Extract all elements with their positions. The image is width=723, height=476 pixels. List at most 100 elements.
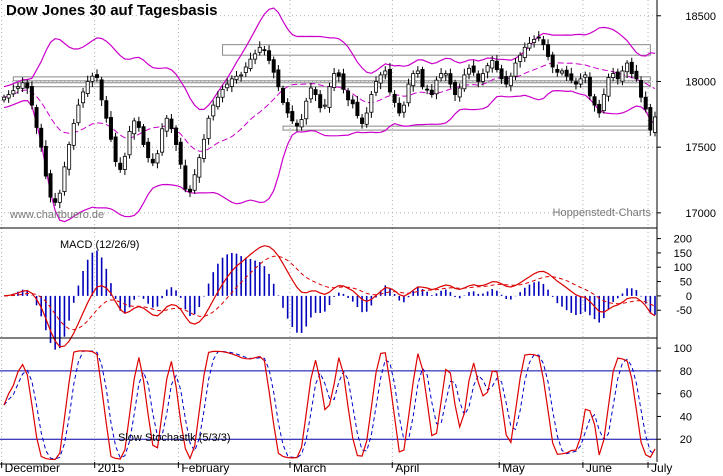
candle-body bbox=[206, 117, 211, 139]
candle-body bbox=[578, 78, 583, 85]
price-tick-label: 17000 bbox=[685, 208, 716, 220]
candle-body bbox=[271, 59, 276, 73]
candle-body bbox=[397, 102, 402, 114]
candle-body bbox=[225, 83, 230, 89]
candle-body bbox=[471, 65, 476, 73]
candle-body bbox=[522, 46, 527, 58]
candle-body bbox=[401, 104, 406, 113]
candle-body bbox=[480, 73, 485, 82]
candle-body bbox=[625, 62, 630, 73]
candle-body bbox=[113, 136, 118, 163]
candle-body bbox=[136, 121, 141, 128]
candle-body bbox=[425, 88, 430, 91]
candle-body bbox=[11, 90, 16, 95]
candle-body bbox=[304, 100, 309, 120]
candle-body bbox=[67, 144, 72, 170]
x-tick-label: February bbox=[181, 461, 229, 475]
candle-body bbox=[443, 73, 448, 76]
candle-body bbox=[643, 96, 648, 110]
candle-body bbox=[294, 122, 299, 127]
candle-body bbox=[253, 53, 258, 60]
price-box bbox=[12, 76, 651, 82]
candle-body bbox=[211, 104, 216, 117]
price-box bbox=[12, 82, 651, 88]
candle-body bbox=[57, 192, 62, 203]
candle-body bbox=[81, 91, 86, 104]
macd-tick-label: 100 bbox=[674, 262, 692, 274]
macd-tick-label: 150 bbox=[674, 248, 692, 260]
candle-body bbox=[532, 39, 537, 43]
candle-body bbox=[360, 117, 365, 124]
x-tick-label: July bbox=[651, 461, 672, 475]
candle-body bbox=[415, 70, 420, 74]
candle-body bbox=[25, 82, 30, 89]
candle-body bbox=[201, 138, 206, 159]
candle-body bbox=[560, 70, 565, 74]
candle-body bbox=[122, 155, 127, 170]
macd-label: MACD (12/26/9) bbox=[60, 239, 139, 251]
watermark-left: www.chartbuero.de bbox=[9, 209, 104, 221]
candle-body bbox=[108, 117, 113, 140]
candle-body bbox=[639, 80, 644, 98]
axis-labels: December 2015 February March April May June Jul… bbox=[5, 11, 716, 475]
candle-body bbox=[183, 165, 188, 190]
candle-body bbox=[485, 65, 490, 73]
candle-body bbox=[308, 87, 313, 100]
candle-body bbox=[48, 173, 53, 198]
candle-body bbox=[364, 112, 369, 125]
stoch-label: Slow Stochastik (5/3/3) bbox=[118, 432, 231, 444]
bollinger-lower bbox=[3, 89, 656, 223]
candle-body bbox=[174, 127, 179, 145]
candle-body bbox=[383, 70, 388, 76]
bollinger-bands bbox=[3, 7, 656, 223]
candle-body bbox=[448, 73, 453, 85]
candle-body bbox=[457, 87, 462, 98]
price-tick-label: 17500 bbox=[685, 142, 716, 154]
candle-body bbox=[429, 89, 434, 96]
stoch-tick-label: 100 bbox=[674, 343, 692, 355]
candle-body bbox=[620, 70, 625, 82]
candle-body bbox=[215, 96, 220, 108]
x-tick-label: May bbox=[502, 461, 525, 475]
candle-body bbox=[104, 100, 109, 119]
candle-body bbox=[85, 81, 90, 94]
candle-body bbox=[420, 68, 425, 88]
candle-body bbox=[462, 74, 467, 90]
candle-body bbox=[490, 60, 495, 69]
candle-body bbox=[6, 94, 11, 99]
candle-body bbox=[95, 74, 100, 78]
candle-body bbox=[499, 68, 504, 80]
candle-body bbox=[280, 87, 285, 103]
candle-body bbox=[160, 128, 165, 153]
chart-title: Dow Jones 30 auf Tagesbasis bbox=[6, 2, 218, 19]
candle-body bbox=[466, 67, 471, 75]
candle-body bbox=[601, 94, 606, 112]
candle-body bbox=[71, 123, 76, 146]
candle-body bbox=[150, 158, 155, 164]
candle-body bbox=[132, 120, 137, 135]
x-tick-label: June bbox=[586, 461, 612, 475]
candle-body bbox=[569, 73, 574, 81]
candle-body bbox=[387, 68, 392, 93]
candle-body bbox=[267, 50, 272, 61]
candle-body bbox=[257, 46, 262, 53]
candle-body bbox=[378, 74, 383, 84]
candle-body bbox=[350, 99, 355, 105]
price-box bbox=[222, 44, 651, 56]
watermark-right: Hoppenstedt-Charts bbox=[553, 207, 652, 219]
candle-body bbox=[43, 145, 48, 177]
x-tick-label: 2015 bbox=[98, 461, 125, 475]
candle-body bbox=[99, 79, 104, 101]
candle-body bbox=[76, 104, 81, 124]
candle-body bbox=[606, 77, 611, 97]
candle-body bbox=[648, 107, 653, 131]
candle-body bbox=[327, 86, 332, 108]
candle-body bbox=[355, 101, 360, 117]
candle-body bbox=[555, 68, 560, 73]
candle-body bbox=[146, 141, 151, 159]
candle-body bbox=[192, 174, 197, 191]
candle-body bbox=[169, 118, 174, 130]
candle-body bbox=[34, 107, 39, 128]
candle-body bbox=[476, 73, 481, 82]
candle-body bbox=[629, 61, 634, 74]
